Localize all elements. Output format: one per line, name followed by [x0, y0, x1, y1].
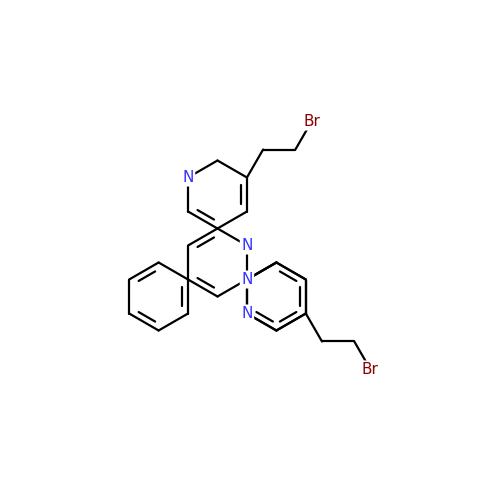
Text: N: N: [242, 238, 252, 253]
Text: N: N: [182, 170, 194, 185]
Text: Br: Br: [362, 362, 379, 377]
Text: N: N: [242, 272, 252, 287]
Text: N: N: [242, 306, 252, 321]
Text: Br: Br: [303, 114, 320, 129]
